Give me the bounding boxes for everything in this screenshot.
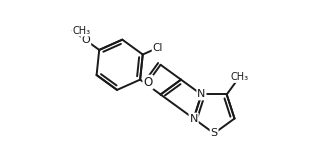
Text: N: N — [197, 90, 206, 100]
Text: CH₃: CH₃ — [230, 72, 248, 82]
Text: O: O — [143, 76, 153, 89]
Text: O: O — [81, 35, 90, 45]
Text: Cl: Cl — [153, 43, 163, 53]
Text: S: S — [211, 128, 218, 138]
Text: N: N — [189, 113, 198, 123]
Text: CH₃: CH₃ — [73, 26, 91, 36]
